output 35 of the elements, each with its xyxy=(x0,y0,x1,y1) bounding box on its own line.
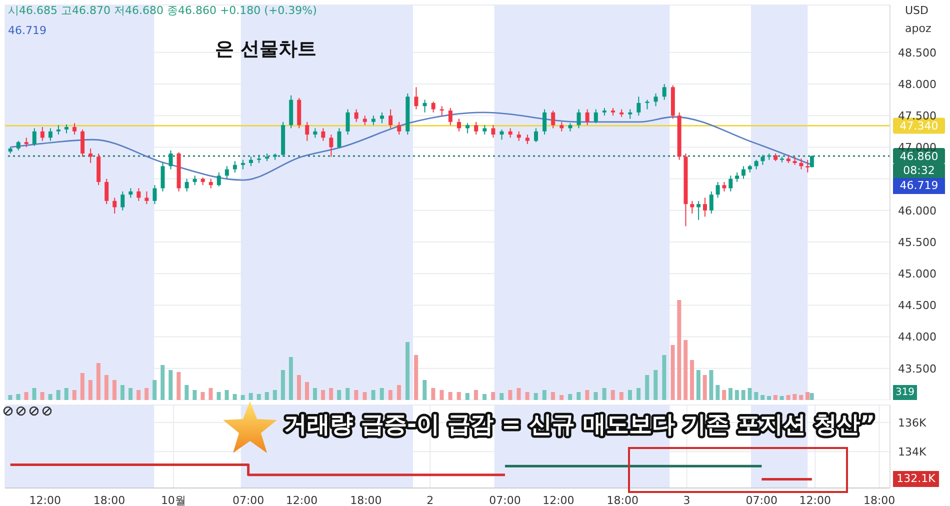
y-tick-label: 44.500 xyxy=(898,299,936,312)
y-tick-label: 46.000 xyxy=(898,204,936,218)
y-tick-label: 44.000 xyxy=(898,330,936,344)
text: USD xyxy=(905,4,929,17)
y-tick-label: 136K xyxy=(898,416,927,430)
x-tick-label: 07:00 xyxy=(232,494,264,506)
text: 132.1K xyxy=(893,471,939,488)
x-tick-label: 10월 xyxy=(160,494,186,506)
ref-line-label: 47.340 xyxy=(900,120,938,133)
text: apoz xyxy=(905,22,932,35)
y-tick-label: 45.000 xyxy=(898,268,936,281)
text: 46.719 xyxy=(893,178,945,194)
x-tick-label: 2 xyxy=(426,494,434,506)
y-tick-label: 48.000 xyxy=(898,78,936,91)
x-tick-label: 18:00 xyxy=(606,494,638,506)
y-tick-label: 134K xyxy=(898,446,927,458)
y-tick-label: 43.500 xyxy=(898,362,936,376)
x-tick-label: 12:00 xyxy=(542,494,574,506)
x-tick-label: 07:00 xyxy=(746,494,778,506)
text: 은 선물차트 xyxy=(215,37,317,62)
x-tick-label: 12:00 xyxy=(799,494,831,506)
annotation: 46.719 xyxy=(8,24,46,37)
y-tick-label: 45.500 xyxy=(898,236,936,249)
x-tick-label: 12:00 xyxy=(286,494,318,506)
x-tick-label: 18:00 xyxy=(863,494,896,506)
chart-subtitle: 시46.685 고46.870 저46.680 종46.860 +0.180 (+0.39%) xyxy=(8,3,317,18)
text: 319 xyxy=(893,385,917,400)
annotation: 거래량 급증-이 급감 = 신규 매도보다 기존 포지션 청산” xyxy=(284,412,875,438)
x-tick-label: 07:00 xyxy=(489,494,521,506)
x-tick-label: 3 xyxy=(683,494,690,506)
y-tick-label: 48.500 xyxy=(898,46,936,60)
x-tick-label: 18:00 xyxy=(350,494,382,506)
text: 08:32 xyxy=(893,164,945,178)
x-tick-label: 18:00 xyxy=(93,494,126,506)
x-tick-label: 12:00 xyxy=(29,494,61,506)
